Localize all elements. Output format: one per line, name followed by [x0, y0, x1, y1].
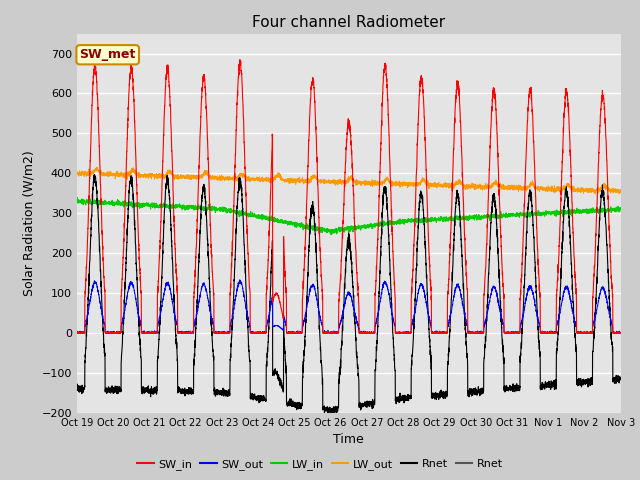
Title: Four channel Radiometer: Four channel Radiometer: [252, 15, 445, 30]
Y-axis label: Solar Radiation (W/m2): Solar Radiation (W/m2): [23, 150, 36, 296]
Text: SW_met: SW_met: [79, 48, 136, 61]
X-axis label: Time: Time: [333, 433, 364, 446]
Legend: SW_in, SW_out, LW_in, LW_out, Rnet, Rnet: SW_in, SW_out, LW_in, LW_out, Rnet, Rnet: [132, 455, 508, 474]
